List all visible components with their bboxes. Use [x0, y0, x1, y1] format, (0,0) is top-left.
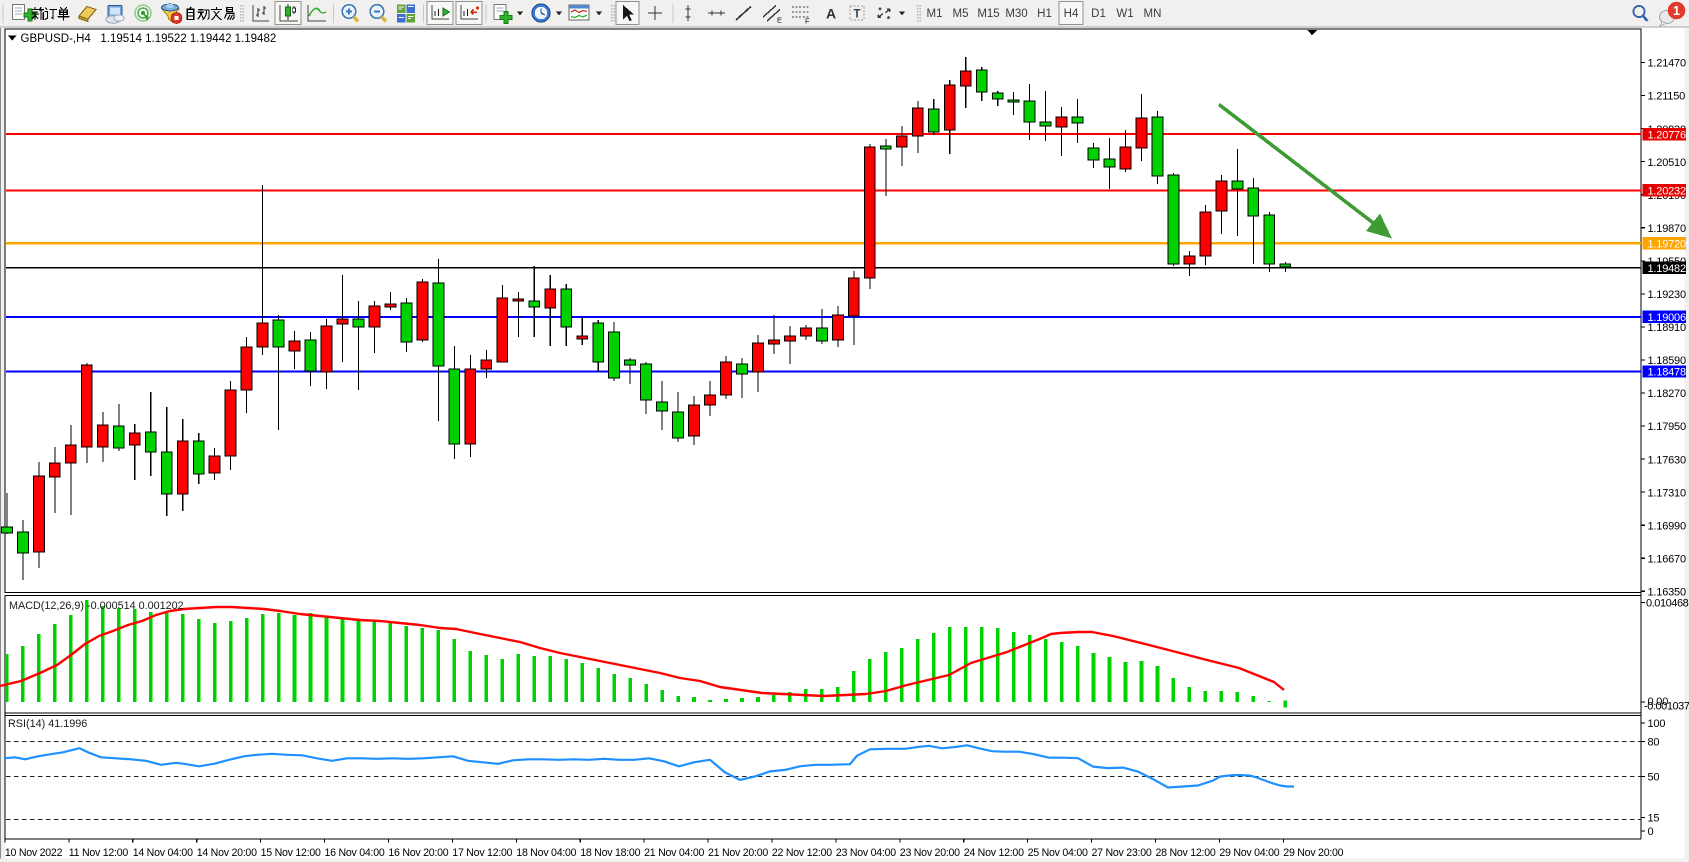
svg-text:1.18478: 1.18478: [1648, 367, 1686, 379]
svg-text:22 Nov 12:00: 22 Nov 12:00: [772, 847, 832, 859]
svg-text:M15: M15: [977, 8, 999, 20]
svg-text:RSI(14) 41.1996: RSI(14) 41.1996: [8, 718, 87, 730]
svg-text:1.20776: 1.20776: [1648, 129, 1686, 141]
svg-text:15 Nov 12:00: 15 Nov 12:00: [261, 847, 321, 859]
svg-text:A: A: [826, 6, 836, 22]
svg-text:18 Nov 18:00: 18 Nov 18:00: [580, 847, 640, 859]
svg-text:MACD(12,26,9) -0.000514 0.0012: MACD(12,26,9) -0.000514 0.001202: [9, 600, 184, 612]
svg-text:1.19720: 1.19720: [1648, 238, 1686, 250]
svg-text:11 Nov 12:00: 11 Nov 12:00: [69, 847, 129, 859]
svg-text:50: 50: [1648, 772, 1660, 784]
svg-text:29 Nov 04:00: 29 Nov 04:00: [1219, 847, 1279, 859]
svg-text:M5: M5: [953, 8, 969, 20]
svg-text:0.00: 0.00: [1648, 696, 1669, 708]
svg-text:29 Nov 20:00: 29 Nov 20:00: [1283, 847, 1343, 859]
svg-text:1.17950: 1.17950: [1648, 421, 1686, 433]
svg-text:15: 15: [1648, 813, 1660, 825]
svg-text:27 Nov 23:00: 27 Nov 23:00: [1092, 847, 1152, 859]
svg-text:1.20232: 1.20232: [1648, 186, 1686, 198]
svg-text:1.19870: 1.19870: [1648, 223, 1686, 235]
svg-text:T: T: [854, 9, 861, 21]
svg-text:F: F: [805, 17, 810, 26]
svg-text:1.16990: 1.16990: [1648, 520, 1686, 532]
svg-text:MN: MN: [1144, 8, 1162, 20]
svg-text:1.17310: 1.17310: [1648, 487, 1686, 499]
svg-text:10 Nov 2022: 10 Nov 2022: [5, 847, 63, 859]
svg-text:1: 1: [1673, 4, 1680, 18]
svg-text:17 Nov 12:00: 17 Nov 12:00: [452, 847, 512, 859]
svg-text:21 Nov 04:00: 21 Nov 04:00: [644, 847, 704, 859]
svg-text:24 Nov 12:00: 24 Nov 12:00: [964, 847, 1024, 859]
svg-text:E: E: [777, 16, 782, 25]
svg-text:1.19230: 1.19230: [1648, 289, 1686, 301]
svg-text:1.21150: 1.21150: [1648, 91, 1686, 103]
svg-text:23 Nov 04:00: 23 Nov 04:00: [836, 847, 896, 859]
svg-text:23 Nov 20:00: 23 Nov 20:00: [900, 847, 960, 859]
svg-text:100: 100: [1648, 718, 1666, 730]
svg-text:1.16350: 1.16350: [1648, 586, 1686, 598]
svg-text:25 Nov 04:00: 25 Nov 04:00: [1028, 847, 1088, 859]
svg-text:M1: M1: [927, 8, 943, 20]
svg-text:1.18590: 1.18590: [1648, 355, 1686, 367]
svg-text:1.19482: 1.19482: [1648, 263, 1686, 275]
svg-text:14 Nov 04:00: 14 Nov 04:00: [133, 847, 193, 859]
svg-text:28 Nov 12:00: 28 Nov 12:00: [1156, 847, 1216, 859]
svg-text:1.18270: 1.18270: [1648, 388, 1686, 400]
svg-text:16 Nov 04:00: 16 Nov 04:00: [325, 847, 385, 859]
svg-text:-0.001037: -0.001037: [1644, 701, 1689, 713]
svg-text:1.16670: 1.16670: [1648, 553, 1686, 565]
svg-text:H1: H1: [1037, 8, 1052, 20]
svg-text:0: 0: [1648, 826, 1654, 838]
svg-text:21 Nov 20:00: 21 Nov 20:00: [708, 847, 768, 859]
svg-text:0.010468: 0.010468: [1646, 598, 1689, 610]
svg-text:1.18910: 1.18910: [1648, 322, 1686, 334]
svg-text:18 Nov 04:00: 18 Nov 04:00: [516, 847, 576, 859]
svg-text:16 Nov 20:00: 16 Nov 20:00: [388, 847, 448, 859]
svg-text:1.20510: 1.20510: [1648, 157, 1686, 169]
svg-text:M30: M30: [1005, 8, 1027, 20]
svg-text:1.19006: 1.19006: [1648, 312, 1686, 324]
svg-text:80: 80: [1648, 737, 1660, 749]
svg-text:1.17630: 1.17630: [1648, 454, 1686, 466]
svg-text:H4: H4: [1064, 8, 1079, 20]
svg-text:D1: D1: [1091, 8, 1106, 20]
svg-text:1.21470: 1.21470: [1648, 58, 1686, 70]
svg-text:W1: W1: [1116, 8, 1133, 20]
svg-text:14 Nov 20:00: 14 Nov 20:00: [197, 847, 257, 859]
svg-text:GBPUSD-,H4 1.19514 1.19522 1: GBPUSD-,H4 1.19514 1.19522 1.19442 1.194…: [21, 33, 277, 45]
